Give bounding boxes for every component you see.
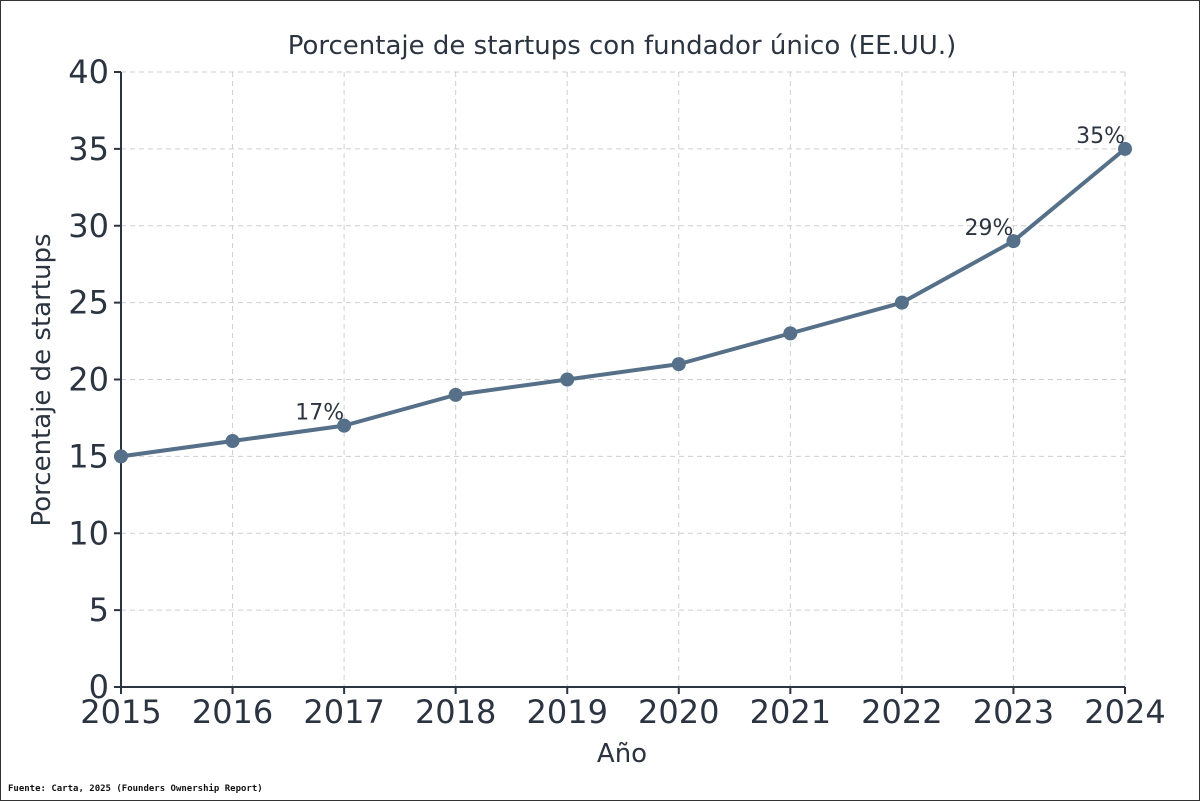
chart-title: Porcentaje de startups con fundador únic… <box>288 31 957 61</box>
y-tick-label: 20 <box>68 361 109 399</box>
y-tick-label: 10 <box>68 514 109 552</box>
data-point <box>671 357 686 372</box>
x-tick-label: 2019 <box>527 693 608 731</box>
y-axis-ticks: 0 5 10 15 20 25 30 35 40 <box>68 53 121 706</box>
data-point <box>225 434 240 448</box>
point-label: 29% <box>965 216 1014 241</box>
x-tick-label: 2023 <box>973 693 1054 731</box>
grid <box>120 71 1126 688</box>
x-tick-label: 2020 <box>638 693 719 731</box>
data-point <box>448 387 463 402</box>
y-tick-label: 25 <box>68 284 109 322</box>
data-point <box>337 418 352 433</box>
y-tick-label: 15 <box>68 437 109 475</box>
y-tick-label: 35 <box>68 130 109 168</box>
y-tick-label: 30 <box>68 207 109 245</box>
axes <box>120 72 1125 688</box>
x-tick-label: 2024 <box>1084 693 1165 731</box>
series <box>114 141 1132 464</box>
x-tick-label: 2021 <box>750 693 831 731</box>
x-axis-ticks: 2015 2016 2017 2018 2019 2020 2021 2022 2023 2024 <box>80 687 1166 731</box>
point-label: 35% <box>1076 124 1125 149</box>
x-tick-label: 2016 <box>192 693 273 731</box>
data-point <box>1006 234 1021 249</box>
x-axis-label: Año <box>597 739 647 769</box>
series-line <box>119 146 1127 459</box>
x-tick-label: 2018 <box>415 693 496 731</box>
point-label: 17% <box>295 401 344 426</box>
y-tick-label: 5 <box>89 591 109 629</box>
x-tick-label: 2017 <box>303 693 384 731</box>
y-tick-label: 0 <box>89 668 109 706</box>
data-point <box>894 295 909 310</box>
annotations: 17% 29% 35% <box>295 124 1125 426</box>
source-note: Fuente: Carta, 2025 (Founders Ownership … <box>8 784 263 794</box>
x-tick-label: 2022 <box>861 693 942 731</box>
x-tick-label: 2015 <box>80 693 161 731</box>
y-tick-label: 40 <box>68 53 109 91</box>
data-point <box>114 449 128 464</box>
y-axis-label: Porcentaje de startups <box>27 233 57 526</box>
data-point <box>783 326 798 341</box>
data-point <box>1118 141 1132 156</box>
data-point <box>560 372 575 387</box>
